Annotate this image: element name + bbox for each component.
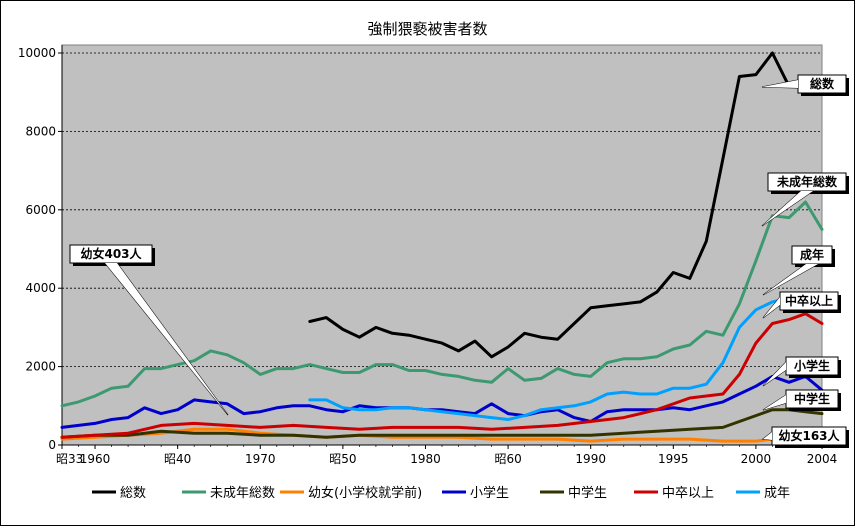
series-line-5 xyxy=(60,312,824,439)
legend-label: 幼女(小学校就学前) xyxy=(308,485,422,501)
x-tick-label: 昭60 xyxy=(494,452,521,466)
y-tick-label: 0 xyxy=(48,438,56,452)
callout-label: 中卒以上 xyxy=(785,293,833,308)
y-tick-label: 6000 xyxy=(25,203,56,217)
chart-title: 強制猥褻被害者数 xyxy=(367,20,488,38)
callout-pointer-fill xyxy=(762,80,798,88)
legend-label: 中卒以上 xyxy=(662,486,714,501)
callout-label: 小学生 xyxy=(794,358,830,373)
callout-6: 幼女163人 xyxy=(761,426,849,448)
legend-item-4: 中学生 xyxy=(540,485,607,501)
series-line-0 xyxy=(308,51,824,359)
y-tick-label: 10000 xyxy=(18,46,56,60)
callout-2: 成年 xyxy=(762,245,835,296)
x-tick-label: 1960 xyxy=(80,452,111,466)
callout-pointer-fill xyxy=(763,395,786,410)
x-tick-label: 1980 xyxy=(410,452,441,466)
callout-7: 幼女403人 xyxy=(69,244,229,416)
callout-label: 総数 xyxy=(810,76,835,91)
series-line-4 xyxy=(60,408,824,439)
callout-pointer-fill xyxy=(763,362,786,386)
x-tick-label: 1970 xyxy=(245,452,276,466)
legend-label: 総数 xyxy=(120,486,146,501)
callout-3: 中卒以上 xyxy=(762,291,841,319)
legend-label: 小学生 xyxy=(470,485,509,501)
callout-5: 中学生 xyxy=(762,389,841,411)
legend-label: 中学生 xyxy=(568,485,607,501)
y-tick-label: 8000 xyxy=(25,124,56,138)
callout-1: 未成年総数 xyxy=(761,172,849,227)
x-tick-label: 昭40 xyxy=(164,452,191,466)
callout-pointer-fill xyxy=(763,432,772,440)
legend-item-1: 未成年総数 xyxy=(182,486,275,501)
callout-label: 幼女403人 xyxy=(80,246,142,261)
series-line-2 xyxy=(60,427,824,443)
x-tick-label: 2000 xyxy=(741,452,772,466)
callout-4: 小学生 xyxy=(762,356,841,387)
x-tick-label: 1990 xyxy=(575,452,606,466)
x-tick-label: 昭50 xyxy=(329,452,356,466)
legend: 総数 未成年総数 幼女(小学校就学前) 小学生 中学生 中卒以上 成年 xyxy=(92,485,790,501)
y-tick-label: 2000 xyxy=(25,360,56,374)
legend-item-0: 総数 xyxy=(92,486,146,501)
gridlines xyxy=(61,44,823,446)
series-line-6 xyxy=(308,296,824,421)
series-line-3 xyxy=(60,374,824,429)
callout-pointer-fill xyxy=(762,191,813,226)
callout-label: 中学生 xyxy=(794,391,830,406)
legend-item-2: 幼女(小学校就学前) xyxy=(280,485,422,501)
callout-label: 成年 xyxy=(800,247,824,262)
legend-item-6: 成年 xyxy=(736,486,790,501)
legend-label: 成年 xyxy=(764,486,790,501)
x-tick-label: 昭33 xyxy=(56,452,83,466)
callout-pointer-fill xyxy=(763,297,780,318)
y-tick-label: 4000 xyxy=(25,281,56,295)
x-tick-label: 2004 xyxy=(807,452,838,466)
callout-0: 総数 xyxy=(761,74,849,96)
plot-area xyxy=(61,44,823,446)
legend-item-5: 中卒以上 xyxy=(634,486,714,501)
callout-label: 幼女163人 xyxy=(778,428,840,443)
callout-label: 未成年総数 xyxy=(776,174,838,189)
series-lines xyxy=(60,51,824,443)
callout-pointer-fill xyxy=(105,263,228,415)
callout-pointer-fill xyxy=(763,264,818,295)
legend-item-3: 小学生 xyxy=(442,485,509,501)
x-tick-label: 1995 xyxy=(658,452,689,466)
legend-label: 未成年総数 xyxy=(210,486,275,501)
